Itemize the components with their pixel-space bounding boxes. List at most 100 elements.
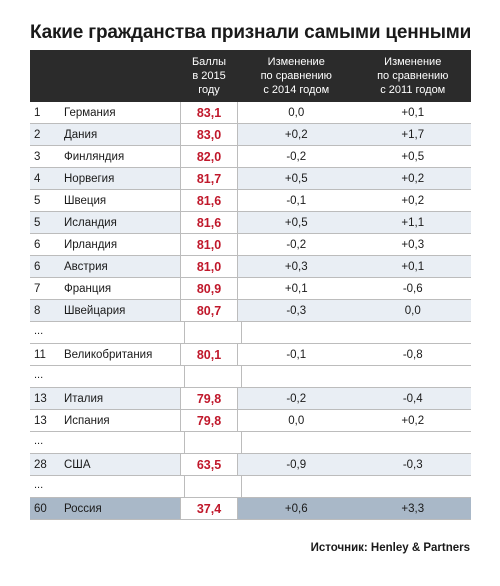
row-rank: 7 — [34, 282, 41, 295]
row-country: Германия — [64, 106, 116, 119]
table-header: Баллы в 2015 году Изменение по сравнению… — [30, 50, 471, 102]
row-rank: 1 — [34, 106, 41, 119]
header-blank — [30, 50, 180, 102]
row-score: 81,0 — [180, 256, 238, 277]
row-score: 82,0 — [180, 146, 238, 167]
row-country: Исландия — [64, 216, 117, 229]
table-row: 1 Германия 83,1 0,0 +0,1 — [30, 102, 471, 124]
row-rank: 60 — [34, 502, 47, 515]
gap-score-cell — [184, 366, 242, 387]
row-change-2011: -0,4 — [402, 392, 423, 405]
table-gap-row: ... — [30, 432, 471, 454]
table-gap-row: ... — [30, 476, 471, 498]
row-change-2011: +0,2 — [401, 172, 425, 185]
row-country: Норвегия — [64, 172, 115, 185]
table-row: 2 Дания 83,0 +0,2 +1,7 — [30, 124, 471, 146]
row-country: Великобритания — [64, 348, 153, 361]
row-change-2014: -0,1 — [286, 348, 307, 361]
row-country: США — [64, 458, 91, 471]
table-body: 1 Германия 83,1 0,0 +0,1 2 Дания 83,0 +0,2 +1,7 3 Ф… — [30, 102, 471, 520]
row-change-2011: -0,3 — [402, 458, 423, 471]
row-change-2014: -0,1 — [286, 194, 307, 207]
row-score: 81,7 — [180, 168, 238, 189]
row-rank: 6 — [34, 238, 41, 251]
header-score: Баллы в 2015 году — [180, 50, 238, 102]
row-change-2014: +0,6 — [284, 502, 308, 515]
table-row: 8 Швейцария 80,7 -0,3 0,0 — [30, 300, 471, 322]
source-note: Источник: Henley & Partners — [310, 542, 470, 554]
row-rank: 8 — [34, 304, 41, 317]
table-row: 3 Финляндия 82,0 -0,2 +0,5 — [30, 146, 471, 168]
gap-score-cell — [184, 322, 242, 343]
table-row: 4 Норвегия 81,7 +0,5 +0,2 — [30, 168, 471, 190]
row-change-2011: -0,8 — [402, 348, 423, 361]
row-country: Франция — [64, 282, 112, 295]
row-rank: 4 — [34, 172, 41, 185]
row-change-2011: +0,1 — [401, 106, 425, 119]
row-score: 63,5 — [180, 454, 238, 475]
row-change-2011: +0,1 — [401, 260, 425, 273]
row-score: 79,8 — [180, 410, 238, 431]
header-change-2014: Изменение по сравнению с 2014 годом — [260, 56, 332, 96]
table-row: 7 Франция 80,9 +0,1 -0,6 — [30, 278, 471, 300]
row-country: Дания — [64, 128, 98, 141]
row-score: 80,1 — [180, 344, 238, 365]
row-score: 79,8 — [180, 388, 238, 409]
row-change-2011: +0,2 — [401, 194, 425, 207]
row-change-2014: -0,9 — [286, 458, 307, 471]
row-country: Италия — [64, 392, 104, 405]
gap-ellipsis: ... — [34, 479, 44, 491]
row-rank: 28 — [34, 458, 47, 471]
row-score: 80,9 — [180, 278, 238, 299]
row-change-2014: +0,5 — [284, 172, 308, 185]
row-rank: 2 — [34, 128, 41, 141]
table-gap-row: ... — [30, 322, 471, 344]
row-change-2011: -0,6 — [402, 282, 423, 295]
row-country: Австрия — [64, 260, 108, 273]
row-rank: 5 — [34, 216, 41, 229]
row-rank: 13 — [34, 392, 47, 405]
row-score: 81,6 — [180, 190, 238, 211]
row-change-2011: +0,5 — [401, 150, 425, 163]
row-change-2011: +1,1 — [401, 216, 425, 229]
row-change-2014: +0,5 — [284, 216, 308, 229]
row-score: 83,1 — [180, 102, 238, 123]
table-row: 6 Австрия 81,0 +0,3 +0,1 — [30, 256, 471, 278]
row-country: Швеция — [64, 194, 107, 207]
row-change-2014: -0,2 — [286, 238, 307, 251]
row-rank: 11 — [34, 348, 46, 361]
table-row: 5 Исландия 81,6 +0,5 +1,1 — [30, 212, 471, 234]
row-score: 81,6 — [180, 212, 238, 233]
table-row: 6 Ирландия 81,0 -0,2 +0,3 — [30, 234, 471, 256]
row-change-2011: +0,2 — [401, 414, 425, 427]
row-score: 37,4 — [180, 498, 238, 519]
gap-score-cell — [184, 476, 242, 497]
row-country: Ирландия — [64, 238, 118, 251]
row-change-2011: +1,7 — [401, 128, 425, 141]
row-country: Россия — [64, 502, 102, 515]
table-row: 13 Италия 79,8 -0,2 -0,4 — [30, 388, 471, 410]
row-rank: 6 — [34, 260, 41, 273]
row-country: Швейцария — [64, 304, 126, 317]
gap-score-cell — [184, 432, 242, 453]
row-change-2011: +0,3 — [401, 238, 425, 251]
row-change-2014: 0,0 — [288, 106, 305, 119]
gap-ellipsis: ... — [34, 369, 44, 381]
row-rank: 3 — [34, 150, 41, 163]
table-row: 60 Россия 37,4 +0,6 +3,3 — [30, 498, 471, 520]
row-change-2014: -0,3 — [286, 304, 307, 317]
row-score: 81,0 — [180, 234, 238, 255]
citizenship-table: Баллы в 2015 году Изменение по сравнению… — [30, 50, 471, 520]
row-change-2014: -0,2 — [286, 150, 307, 163]
row-country: Финляндия — [64, 150, 125, 163]
table-gap-row: ... — [30, 366, 471, 388]
row-change-2011: +3,3 — [401, 502, 425, 515]
row-change-2014: +0,3 — [284, 260, 308, 273]
header-change-2011: Изменение по сравнению с 2011 годом — [377, 56, 449, 96]
gap-ellipsis: ... — [34, 325, 44, 337]
row-change-2014: +0,1 — [284, 282, 308, 295]
row-change-2011: 0,0 — [404, 304, 421, 317]
page-title: Какие гражданства признали самыми ценным… — [30, 22, 472, 43]
row-score: 80,7 — [180, 300, 238, 321]
row-change-2014: +0,2 — [284, 128, 308, 141]
